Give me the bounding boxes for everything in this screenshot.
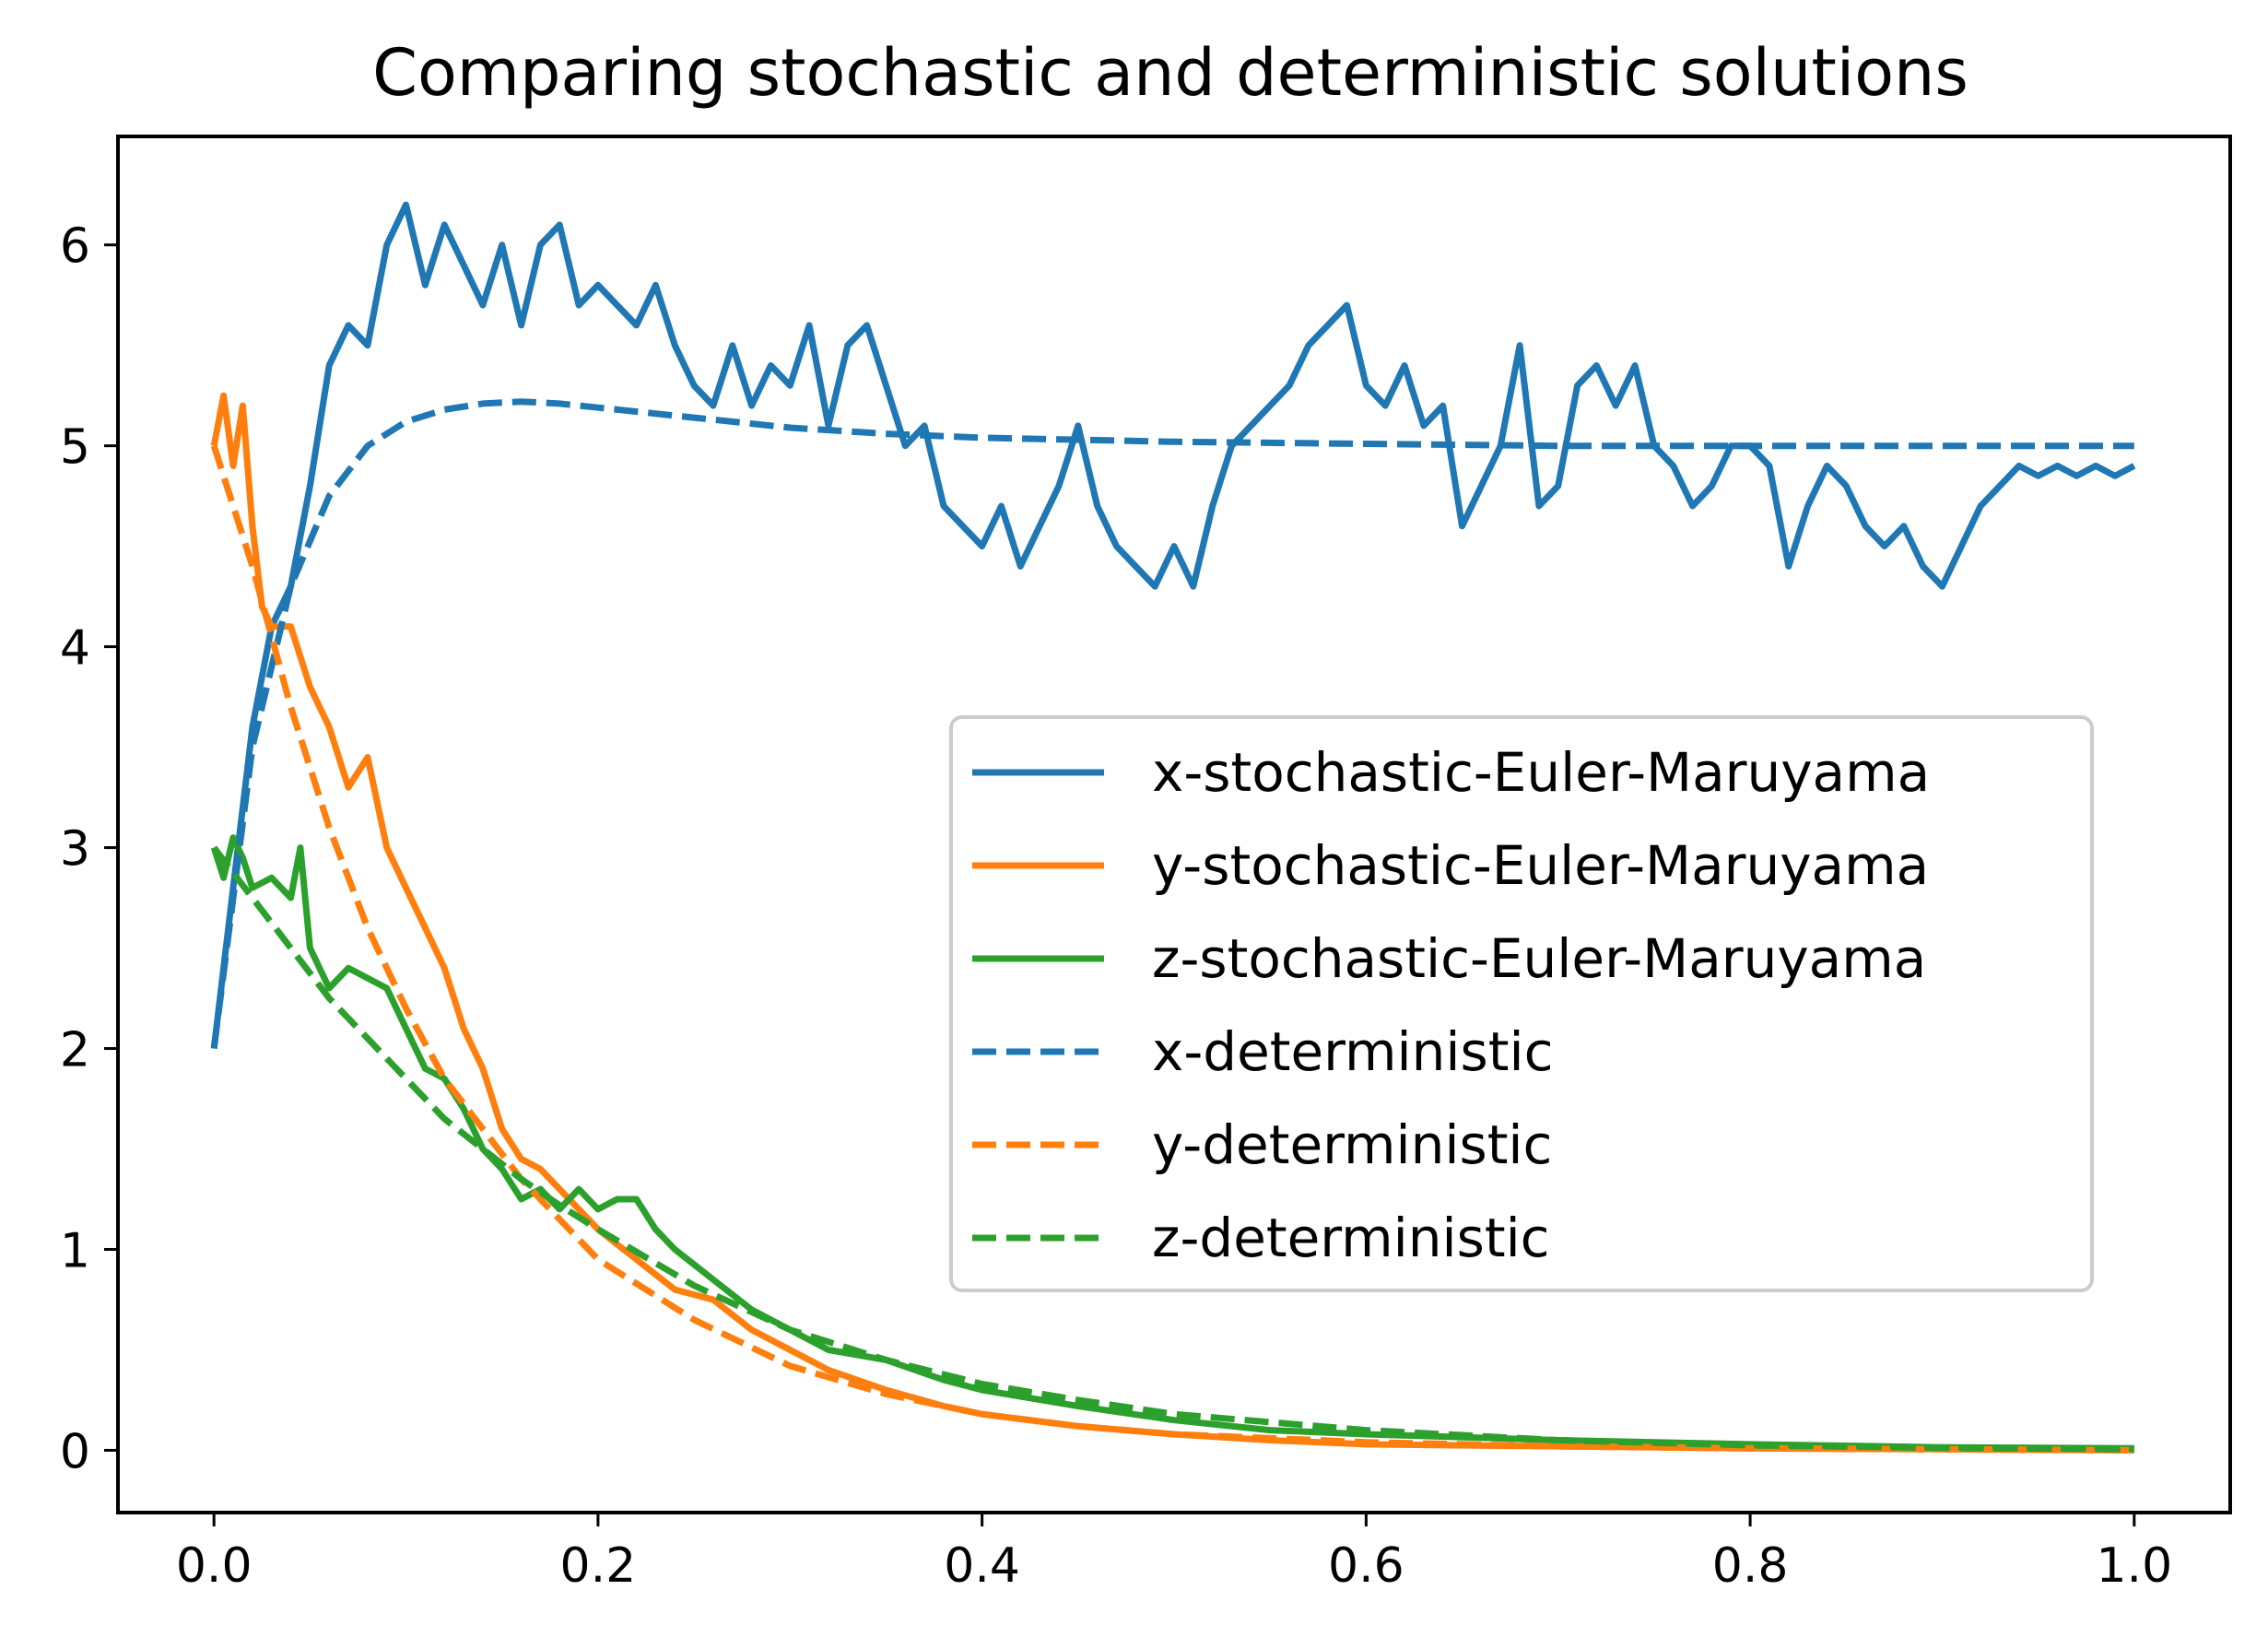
plot-frame [116, 135, 2232, 1514]
legend-label-z-stochastic-Euler-Maruyama: z-stochastic-Euler-Maruyama [1152, 927, 1926, 990]
y-tick-label: 3 [60, 822, 90, 878]
y-tick-label: 4 [60, 621, 90, 677]
series-line-z-stochastic-Euler-Maruyama [210, 834, 2134, 1452]
y-tick-label: 6 [60, 219, 90, 275]
x-tick-label: 0.8 [1712, 1538, 1789, 1594]
y-tick-label: 0 [60, 1424, 90, 1479]
x-tick-label: 0.4 [944, 1538, 1020, 1594]
series-line-x-deterministic [210, 398, 2134, 1049]
series-line-z-deterministic [211, 845, 2134, 1453]
x-tick-label: 1.0 [2096, 1538, 2172, 1594]
x-tick-label: 0.2 [560, 1538, 637, 1594]
legend-box [949, 715, 2094, 1292]
legend-label-x-deterministic: x-deterministic [1152, 1020, 1553, 1083]
y-tick-label: 1 [60, 1223, 90, 1278]
legend-label-z-deterministic: z-deterministic [1152, 1207, 1550, 1269]
chart-title: Comparing stochastic and deterministic s… [372, 35, 1968, 111]
x-tick-label: 0.6 [1328, 1538, 1404, 1594]
legend-label-y-deterministic: y-deterministic [1152, 1113, 1552, 1176]
series-line-x-stochastic-Euler-Maruyama [210, 201, 2136, 1049]
plot-lines [210, 201, 2136, 1454]
axis-ticks: 0.0 0.2 0.4 0.6 0.8 1.0 0 1 2 3 4 5 6 [60, 219, 2172, 1594]
legend: x-stochastic-Euler-Maruyama y-stochastic-… [949, 715, 2094, 1292]
legend-label-x-stochastic-Euler-Maruyama: x-stochastic-Euler-Maruyama [1152, 741, 1930, 804]
y-tick-label: 5 [60, 420, 90, 476]
y-tick-label: 2 [60, 1023, 90, 1078]
x-tick-label: 0.0 [176, 1538, 253, 1594]
series-line-y-deterministic [210, 444, 2134, 1454]
legend-label-y-stochastic-Euler-Maruyama: y-stochastic-Euler-Maruyama [1152, 834, 1929, 897]
